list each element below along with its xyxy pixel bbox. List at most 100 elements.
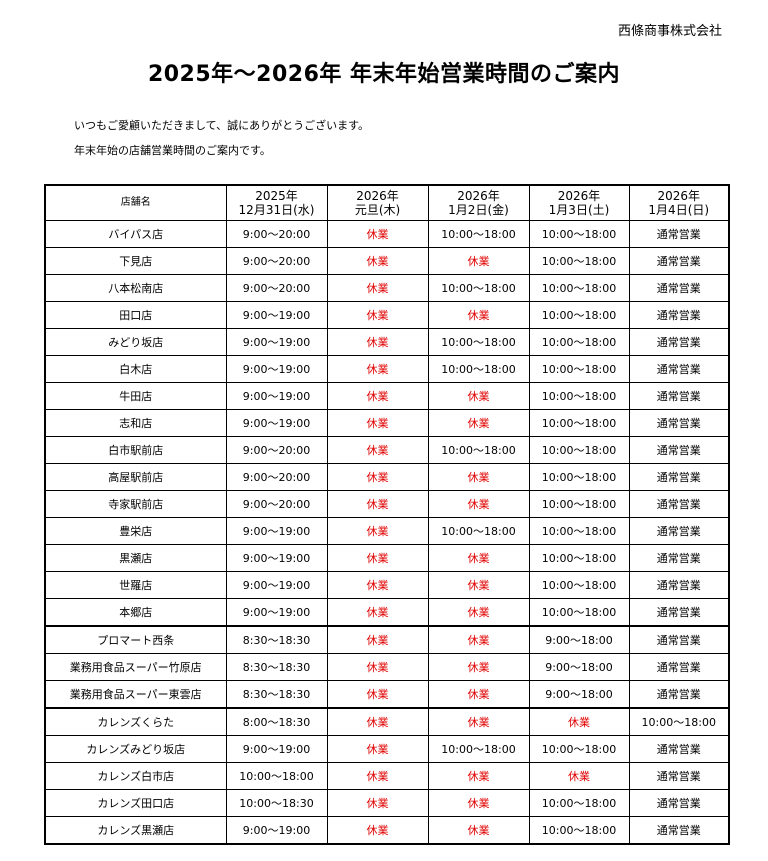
table-row: 豊栄店 9:00～19:00 休業 10:00～18:00 10:00～18:00 通常営… bbox=[44, 517, 730, 545]
hours-cell: 通常営業 bbox=[628, 382, 730, 410]
hours-cell: 10:00～18:00 bbox=[528, 463, 630, 491]
table-row: 寺家駅前店 9:00～20:00 休業 休業 10:00～18:00 通常営業 bbox=[44, 490, 730, 518]
hours-cell: 通常営業 bbox=[628, 762, 730, 790]
hours-cell: 9:00～19:00 bbox=[225, 571, 328, 599]
hours-cell: 休業 bbox=[427, 816, 530, 845]
store-name-cell: 高屋駅前店 bbox=[44, 463, 227, 491]
hours-cell: 10:00～18:30 bbox=[225, 789, 328, 817]
hours-cell: 9:00～19:00 bbox=[225, 544, 328, 572]
column-header: 2026年 1月4日(日) bbox=[628, 184, 730, 221]
hours-cell: 10:00～18:00 bbox=[528, 436, 630, 464]
hours-cell: 9:00～18:00 bbox=[528, 653, 630, 681]
table-row: 下見店 9:00～20:00 休業 休業 10:00～18:00 通常営業 bbox=[44, 247, 730, 275]
hours-cell: 休業 bbox=[427, 653, 530, 681]
hours-cell: 休業 bbox=[326, 301, 429, 329]
hours-cell: 休業 bbox=[427, 409, 530, 437]
hours-cell: 休業 bbox=[326, 571, 429, 599]
hours-cell: 通常営業 bbox=[628, 409, 730, 437]
table-row: 志和店 9:00～19:00 休業 休業 10:00～18:00 通常営業 bbox=[44, 409, 730, 437]
hours-cell: 9:00～20:00 bbox=[225, 220, 328, 248]
hours-cell: 9:00～18:00 bbox=[528, 680, 630, 709]
hours-cell: 休業 bbox=[326, 436, 429, 464]
hours-cell: 10:00～18:00 bbox=[427, 735, 530, 763]
hours-cell: 休業 bbox=[326, 328, 429, 356]
hours-cell: 9:00～20:00 bbox=[225, 247, 328, 275]
table-row: カレンズ白市店 10:00～18:00 休業 休業 休業 通常営業 bbox=[44, 762, 730, 790]
intro-line-2: 年末年始の店舗営業時間のご案内です。 bbox=[74, 144, 271, 157]
hours-cell: 休業 bbox=[427, 544, 530, 572]
hours-cell: 通常営業 bbox=[628, 490, 730, 518]
hours-cell: 休業 bbox=[326, 735, 429, 763]
table-row: 八本松南店 9:00～20:00 休業 10:00～18:00 10:00～18:00 通… bbox=[44, 274, 730, 302]
hours-cell: 10:00～18:00 bbox=[528, 328, 630, 356]
hours-cell: 休業 bbox=[326, 762, 429, 790]
hours-cell: 通常営業 bbox=[628, 220, 730, 248]
hours-cell: 休業 bbox=[326, 463, 429, 491]
hours-cell: 9:00～19:00 bbox=[225, 517, 328, 545]
table-row: 白木店 9:00～19:00 休業 10:00～18:00 10:00～18:00 通常営… bbox=[44, 355, 730, 383]
hours-cell: 休業 bbox=[326, 598, 429, 627]
hours-cell: 10:00～18:00 bbox=[528, 355, 630, 383]
store-name-cell: カレンズ田口店 bbox=[44, 789, 227, 817]
table-header-row: 店舗名 2025年 12月31日(水) 2026年 元旦(木) 2026年 1月2日(金) 2… bbox=[44, 184, 730, 221]
table-row: カレンズみどり坂店 9:00～19:00 休業 10:00～18:00 10:00～18… bbox=[44, 735, 730, 763]
hours-cell: 休業 bbox=[427, 463, 530, 491]
hours-cell: 休業 bbox=[326, 680, 429, 709]
hours-cell: 休業 bbox=[326, 625, 429, 654]
store-name-cell: 業務用食品スーパー東雲店 bbox=[44, 680, 227, 709]
table-row: 世羅店 9:00～19:00 休業 休業 10:00～18:00 通常営業 bbox=[44, 571, 730, 599]
table-row: 高屋駅前店 9:00～20:00 休業 休業 10:00～18:00 通常営業 bbox=[44, 463, 730, 491]
table-row: カレンズ黒瀬店 9:00～19:00 休業 休業 10:00～18:00 通常営業 bbox=[44, 816, 730, 845]
hours-cell: 10:00～18:00 bbox=[528, 789, 630, 817]
store-name-cell: 本郷店 bbox=[44, 598, 227, 627]
hours-cell: 10:00～18:00 bbox=[528, 247, 630, 275]
hours-cell: 休業 bbox=[427, 598, 530, 627]
table-row: 業務用食品スーパー竹原店 8:30～18:30 休業 休業 9:00～18:00 通常営業 bbox=[44, 653, 730, 681]
store-name-cell: バイパス店 bbox=[44, 220, 227, 248]
store-name-cell: 寺家駅前店 bbox=[44, 490, 227, 518]
hours-cell: 8:30～18:30 bbox=[225, 653, 328, 681]
table-row: バイパス店 9:00～20:00 休業 10:00～18:00 10:00～18:00 通… bbox=[44, 220, 730, 248]
store-name-cell: みどり坂店 bbox=[44, 328, 227, 356]
hours-cell: 9:00～20:00 bbox=[225, 274, 328, 302]
table-row: 白市駅前店 9:00～20:00 休業 10:00～18:00 10:00～18:00 通… bbox=[44, 436, 730, 464]
hours-cell: 休業 bbox=[427, 680, 530, 709]
hours-cell: 9:00～19:00 bbox=[225, 735, 328, 763]
hours-cell: 休業 bbox=[326, 707, 429, 736]
hours-cell: 通常営業 bbox=[628, 301, 730, 329]
hours-cell: 通常営業 bbox=[628, 328, 730, 356]
table-row: カレンズ田口店 10:00～18:30 休業 休業 10:00～18:00 通常営業 bbox=[44, 789, 730, 817]
hours-cell: 8:00～18:30 bbox=[225, 707, 328, 736]
store-name-cell: 田口店 bbox=[44, 301, 227, 329]
hours-cell: 休業 bbox=[326, 653, 429, 681]
hours-cell: 8:30～18:30 bbox=[225, 625, 328, 654]
hours-cell: 休業 bbox=[326, 789, 429, 817]
hours-cell: 10:00～18:00 bbox=[427, 436, 530, 464]
hours-cell: 休業 bbox=[427, 490, 530, 518]
hours-cell: 10:00～18:00 bbox=[427, 517, 530, 545]
hours-cell: 休業 bbox=[326, 517, 429, 545]
hours-cell: 通常営業 bbox=[628, 653, 730, 681]
hours-cell: 休業 bbox=[326, 409, 429, 437]
hours-cell: 休業 bbox=[427, 301, 530, 329]
store-name-cell: 下見店 bbox=[44, 247, 227, 275]
table-row: プロマート西条 8:30～18:30 休業 休業 9:00～18:00 通常営業 bbox=[44, 625, 730, 654]
hours-cell: 休業 bbox=[326, 490, 429, 518]
hours-cell: 休業 bbox=[427, 707, 530, 736]
hours-cell: 9:00～19:00 bbox=[225, 409, 328, 437]
store-name-cell: カレンズ白市店 bbox=[44, 762, 227, 790]
store-name-cell: 業務用食品スーパー竹原店 bbox=[44, 653, 227, 681]
hours-cell: 10:00～18:00 bbox=[427, 355, 530, 383]
hours-cell: 休業 bbox=[427, 382, 530, 410]
hours-cell: 通常営業 bbox=[628, 735, 730, 763]
hours-cell: 10:00～18:00 bbox=[528, 544, 630, 572]
table-row: 本郷店 9:00～19:00 休業 休業 10:00～18:00 通常営業 bbox=[44, 598, 730, 627]
page-title: 2025年～2026年 年末年始営業時間のご案内 bbox=[147, 62, 621, 87]
hours-cell: 8:30～18:30 bbox=[225, 680, 328, 709]
hours-cell: 通常営業 bbox=[628, 598, 730, 627]
hours-cell: 9:00～20:00 bbox=[225, 463, 328, 491]
hours-cell: 休業 bbox=[427, 247, 530, 275]
store-name-cell: プロマート西条 bbox=[44, 625, 227, 654]
store-name-cell: 八本松南店 bbox=[44, 274, 227, 302]
hours-cell: 9:00～18:00 bbox=[528, 625, 630, 654]
